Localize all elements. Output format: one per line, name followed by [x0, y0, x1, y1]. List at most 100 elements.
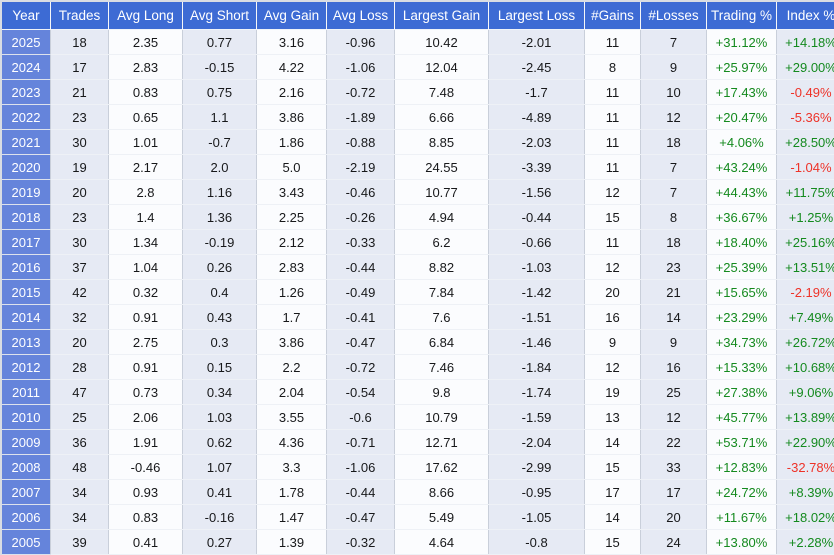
cell-avg_long: 0.83: [108, 504, 183, 530]
cell-trades: 42: [50, 279, 109, 305]
cell-largest_gain: 7.48: [394, 79, 489, 105]
cell-gains: 8: [584, 54, 641, 80]
cell-largest_loss: -0.95: [488, 479, 585, 505]
cell-largest_loss: -0.8: [488, 529, 585, 555]
cell-year: 2022: [2, 104, 51, 130]
cell-losses: 17: [640, 479, 707, 505]
cell-gains: 11: [584, 129, 641, 155]
table-header: Year Trades Avg Long Avg Short Avg Gain Avg L…: [2, 2, 834, 30]
cell-avg_short: -0.16: [182, 504, 257, 530]
cell-avg_short: 0.3: [182, 329, 257, 355]
table-row: 2006 34 0.83 -0.16 1.47 -0.47 5.49 -1.05 14 20 +11…: [2, 504, 834, 530]
cell-avg_gain: 2.2: [256, 354, 327, 380]
cell-avg_long: -0.46: [108, 454, 183, 480]
table-row: 2024 17 2.83 -0.15 4.22 -1.06 12.04 -2.45 8 9 +25.…: [2, 54, 834, 80]
column-header-largest_gain: Largest Gain: [394, 2, 489, 30]
cell-avg_gain: 3.3: [256, 454, 327, 480]
cell-avg_short: -0.19: [182, 229, 257, 255]
cell-trading_pct: +23.29%: [706, 304, 777, 330]
cell-trades: 23: [50, 204, 109, 230]
cell-avg_long: 0.91: [108, 304, 183, 330]
cell-trading_pct: +44.43%: [706, 179, 777, 205]
cell-avg_long: 0.65: [108, 104, 183, 130]
table-row: 2013 20 2.75 0.3 3.86 -0.47 6.84 -1.46 9 9 +34.73%…: [2, 329, 834, 355]
cell-gains: 9: [584, 329, 641, 355]
cell-year: 2009: [2, 429, 51, 455]
cell-trading_pct: +12.83%: [706, 454, 777, 480]
cell-largest_gain: 9.8: [394, 379, 489, 405]
cell-avg_loss: -1.89: [326, 104, 395, 130]
cell-avg_loss: -0.33: [326, 229, 395, 255]
cell-year: 2015: [2, 279, 51, 305]
cell-avg_short: 1.03: [182, 404, 257, 430]
cell-index_pct: +7.49%: [776, 304, 834, 330]
cell-avg_loss: -1.06: [326, 454, 395, 480]
cell-gains: 12: [584, 354, 641, 380]
cell-avg_long: 1.01: [108, 129, 183, 155]
cell-index_pct: -32.78%: [776, 454, 834, 480]
cell-largest_loss: -2.99: [488, 454, 585, 480]
cell-index_pct: -5.36%: [776, 104, 834, 130]
cell-index_pct: +22.90%: [776, 429, 834, 455]
cell-avg_gain: 1.78: [256, 479, 327, 505]
column-header-trades: Trades: [50, 2, 109, 30]
cell-avg_long: 1.91: [108, 429, 183, 455]
cell-avg_gain: 1.7: [256, 304, 327, 330]
column-header-year: Year: [2, 2, 51, 30]
cell-largest_gain: 10.79: [394, 404, 489, 430]
cell-year: 2017: [2, 229, 51, 255]
cell-largest_gain: 6.84: [394, 329, 489, 355]
cell-largest_loss: -1.05: [488, 504, 585, 530]
cell-avg_loss: -0.49: [326, 279, 395, 305]
cell-avg_short: 1.07: [182, 454, 257, 480]
column-header-losses: #Losses: [640, 2, 707, 30]
cell-index_pct: +28.50%: [776, 129, 834, 155]
cell-largest_gain: 6.2: [394, 229, 489, 255]
cell-losses: 18: [640, 229, 707, 255]
cell-avg_gain: 2.04: [256, 379, 327, 405]
cell-trades: 19: [50, 154, 109, 180]
column-header-largest_loss: Largest Loss: [488, 2, 585, 30]
table-row: 2020 19 2.17 2.0 5.0 -2.19 24.55 -3.39 11 7 +43.24…: [2, 154, 834, 180]
table-body: 2025 18 2.35 0.77 3.16 -0.96 10.42 -2.01 11 7 +31.…: [2, 29, 834, 555]
cell-trading_pct: +18.40%: [706, 229, 777, 255]
cell-losses: 9: [640, 329, 707, 355]
cell-losses: 8: [640, 204, 707, 230]
cell-losses: 33: [640, 454, 707, 480]
table-row: 2010 25 2.06 1.03 3.55 -0.6 10.79 -1.59 13 12 +45.…: [2, 404, 834, 430]
cell-gains: 16: [584, 304, 641, 330]
cell-year: 2014: [2, 304, 51, 330]
cell-trading_pct: +17.43%: [706, 79, 777, 105]
cell-avg_long: 1.04: [108, 254, 183, 280]
cell-trades: 47: [50, 379, 109, 405]
cell-avg_short: 0.4: [182, 279, 257, 305]
table-row: 2009 36 1.91 0.62 4.36 -0.71 12.71 -2.04 14 22 +53…: [2, 429, 834, 455]
cell-trading_pct: +31.12%: [706, 29, 777, 55]
cell-index_pct: +13.51%: [776, 254, 834, 280]
cell-gains: 20: [584, 279, 641, 305]
cell-index_pct: +9.06%: [776, 379, 834, 405]
cell-trades: 37: [50, 254, 109, 280]
cell-largest_gain: 10.77: [394, 179, 489, 205]
column-header-avg_gain: Avg Gain: [256, 2, 327, 30]
cell-index_pct: -0.49%: [776, 79, 834, 105]
cell-largest_gain: 7.46: [394, 354, 489, 380]
column-header-trading_pct: Trading %: [706, 2, 777, 30]
cell-largest_gain: 8.82: [394, 254, 489, 280]
table-row: 2008 48 -0.46 1.07 3.3 -1.06 17.62 -2.99 15 33 +12…: [2, 454, 834, 480]
cell-gains: 11: [584, 79, 641, 105]
cell-gains: 13: [584, 404, 641, 430]
cell-largest_loss: -3.39: [488, 154, 585, 180]
cell-index_pct: +25.16%: [776, 229, 834, 255]
cell-avg_loss: -0.47: [326, 329, 395, 355]
column-header-avg_loss: Avg Loss: [326, 2, 395, 30]
cell-avg_long: 0.41: [108, 529, 183, 555]
cell-largest_gain: 8.85: [394, 129, 489, 155]
cell-avg_gain: 4.22: [256, 54, 327, 80]
cell-gains: 11: [584, 229, 641, 255]
cell-year: 2019: [2, 179, 51, 205]
cell-index_pct: -1.04%: [776, 154, 834, 180]
cell-year: 2021: [2, 129, 51, 155]
cell-avg_loss: -0.72: [326, 354, 395, 380]
